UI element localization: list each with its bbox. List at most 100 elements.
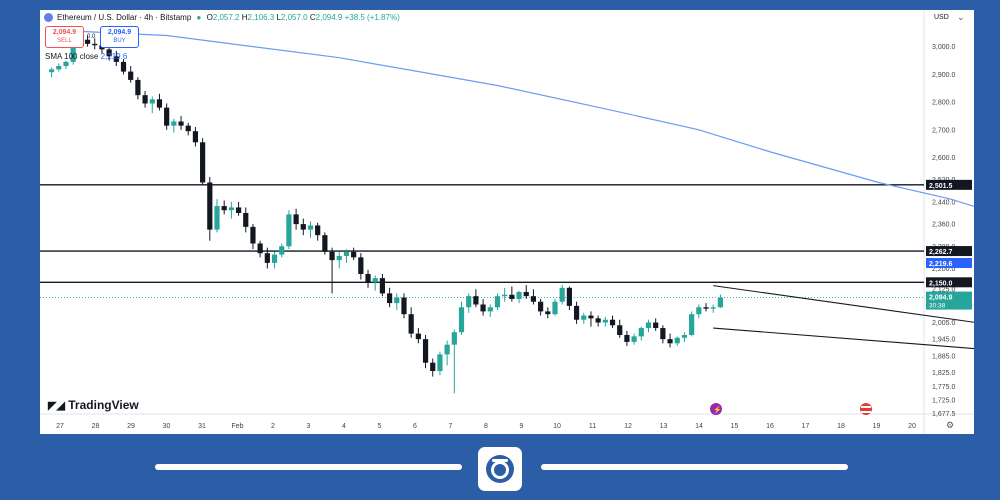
x-tick-label: Feb <box>231 423 243 430</box>
candle-body <box>329 251 335 261</box>
candle-body <box>365 273 371 283</box>
candle-body <box>408 314 414 334</box>
high-label: H <box>241 13 248 22</box>
candle-body <box>660 328 666 340</box>
y-tick-label: 2,800.0 <box>932 100 955 107</box>
candle-body <box>689 314 695 335</box>
y-tick-label: 2,700.0 <box>932 127 955 134</box>
symbol-title[interactable]: Ethereum / U.S. Dollar · 4h · Bitstamp <box>57 13 192 22</box>
candle-body <box>358 257 364 274</box>
candle-body <box>264 253 270 263</box>
candle-body <box>466 296 472 308</box>
candle-body <box>351 251 357 258</box>
x-tick-label: 12 <box>624 423 632 430</box>
candle-body <box>566 287 572 306</box>
y-tick-label: 1,677.5 <box>932 411 955 418</box>
candle-body <box>559 287 565 302</box>
candle-body <box>401 297 407 315</box>
x-tick-label: 14 <box>695 423 703 430</box>
candle-body <box>458 307 465 333</box>
buy-price: 2,094.9 <box>107 29 132 36</box>
sma-legend[interactable]: SMA 100 close 2,219.6 <box>45 52 127 61</box>
candle-body <box>487 307 493 312</box>
candle-body <box>336 255 342 261</box>
x-tick-label: 3 <box>307 423 311 430</box>
footer-bar-left <box>155 464 462 470</box>
candle-body <box>142 95 148 104</box>
level-price-tag <box>926 179 972 190</box>
candle-body <box>207 182 213 230</box>
currency-label[interactable]: USD <box>934 14 949 21</box>
candle-body <box>120 61 127 72</box>
candle-body <box>552 301 558 315</box>
x-tick-label: 18 <box>837 423 845 430</box>
candle-body <box>84 39 91 44</box>
candle-body <box>573 305 580 320</box>
y-tick-label: 2,005.0 <box>932 320 955 327</box>
candle-body <box>200 142 206 183</box>
y-tick-label: 1,725.0 <box>932 398 955 405</box>
x-tick-label: 27 <box>56 423 64 430</box>
candle-body <box>156 99 163 108</box>
candle-body <box>415 333 421 340</box>
level-price-label: 2,150.0 <box>929 280 952 287</box>
y-tick-label: 3,000.0 <box>932 44 955 51</box>
y-tick-label: 2,440.0 <box>932 199 955 206</box>
level-price-label: 2,501.5 <box>929 183 952 190</box>
level-price-tag <box>926 277 972 288</box>
candle-body <box>192 131 199 143</box>
candle-body <box>645 322 652 329</box>
sma-label: SMA 100 close <box>45 52 99 61</box>
lightning-icon <box>710 403 722 415</box>
tradingview-logo: ◤◢ TradingView <box>48 398 139 412</box>
high-value: 2,106.3 <box>247 13 275 22</box>
candle-body <box>523 292 529 297</box>
x-tick-label: 17 <box>802 423 810 430</box>
chevron-icon[interactable]: ⌄ <box>957 12 965 22</box>
price-chart[interactable]: 3,000.02,900.02,800.02,700.02,600.02,520… <box>40 10 974 434</box>
candle-body <box>653 322 659 329</box>
candle-body <box>667 339 673 344</box>
candle-body <box>315 225 321 236</box>
candle-body <box>135 79 141 96</box>
sma-value: 2,219.6 <box>100 52 128 61</box>
buy-button[interactable]: 2,094.9 BUY <box>100 26 139 48</box>
candle-body <box>602 319 608 323</box>
candle-body <box>106 49 112 57</box>
x-tick-label: 29 <box>127 423 135 430</box>
candle-body <box>286 214 292 247</box>
candle-body <box>307 225 314 230</box>
wedge-trendline <box>713 285 974 323</box>
candle-body <box>609 319 616 326</box>
candle-body <box>164 107 170 126</box>
candle-body <box>322 235 328 252</box>
candle-body <box>595 318 601 323</box>
us-flag-icon <box>860 403 872 415</box>
close-label: C <box>309 13 316 22</box>
chart-panel[interactable]: 3,000.02,900.02,800.02,700.02,600.02,520… <box>40 10 974 434</box>
x-tick-label: 4 <box>342 423 346 430</box>
candle-body <box>221 206 227 211</box>
lightning-glyph: ⚡ <box>713 405 722 414</box>
y-tick-label: 2,200.0 <box>932 266 955 273</box>
x-tick-label: 15 <box>731 423 739 430</box>
candle-body <box>279 246 285 255</box>
gear-icon[interactable]: ⚙ <box>946 420 955 430</box>
footer-bar-right <box>541 464 848 470</box>
sell-label: SELL <box>57 38 72 44</box>
sma-price-label: 2,219.6 <box>929 261 952 268</box>
candle-body <box>149 99 155 104</box>
buy-label: BUY <box>113 38 126 44</box>
candle-body <box>171 121 177 126</box>
y-tick-label: 1,945.0 <box>932 337 955 344</box>
candle-body <box>257 243 263 254</box>
sell-price: 2,094.9 <box>52 29 77 36</box>
candle-body <box>178 121 184 126</box>
x-tick-label: 31 <box>198 423 206 430</box>
candle-countdown: 30:38 <box>929 303 946 310</box>
x-tick-label: 13 <box>660 423 668 430</box>
candle-body <box>631 336 637 342</box>
candle-body <box>300 224 306 230</box>
sell-button[interactable]: 2,094.9 SELL <box>45 26 84 48</box>
candle-body <box>56 66 62 70</box>
